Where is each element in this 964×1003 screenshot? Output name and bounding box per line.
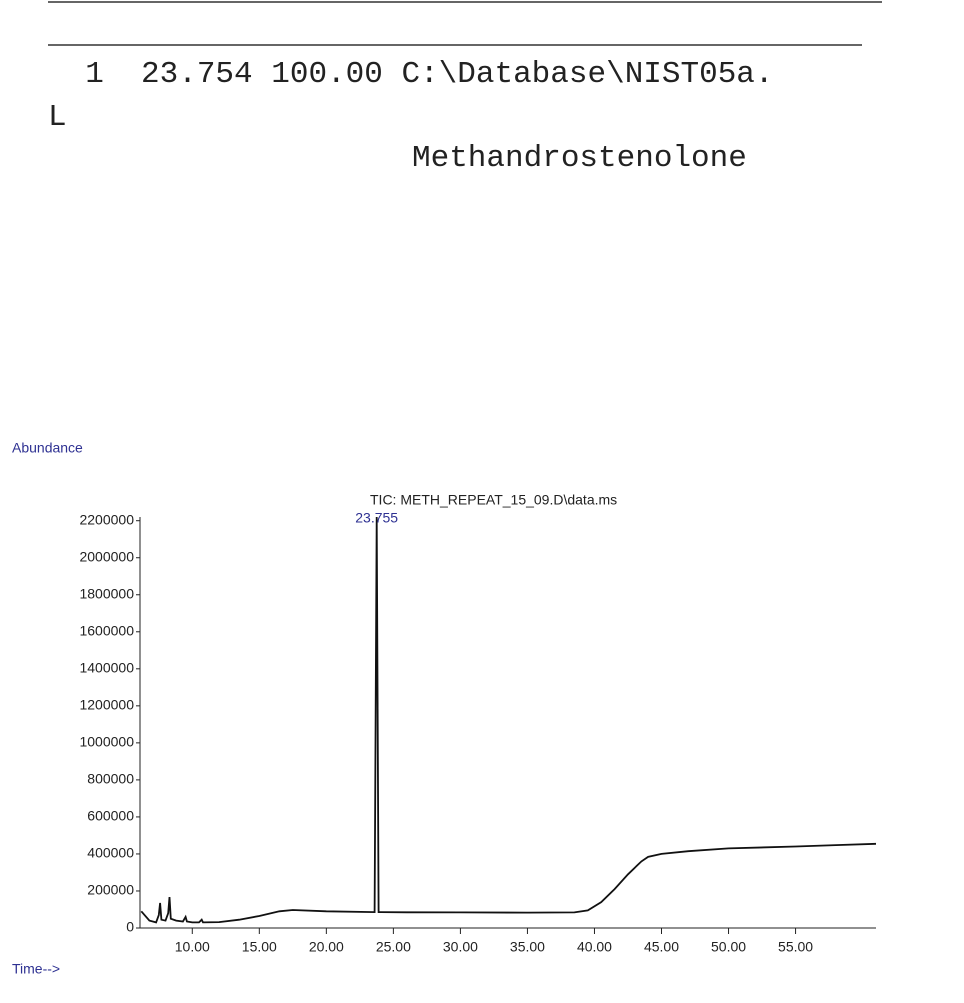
trace (140, 516, 877, 924)
x-tick-label: 50.00 (711, 939, 746, 955)
x-tick-label: 10.00 (175, 939, 210, 955)
peak-label: 23.755 (355, 510, 398, 526)
compound-name: Methandrostenolone (412, 141, 747, 176)
x-tick-label: 15.00 (242, 939, 277, 955)
y-tick-label: 1200000 (79, 697, 134, 713)
hit-line: 1 23.754 100.00 C:\Database\NIST05a. (48, 57, 774, 92)
x-tick-label: 35.00 (510, 939, 545, 955)
y-tick-label: 1000000 (79, 734, 134, 750)
y-tick-label: 1600000 (79, 622, 134, 638)
y-axis-label: Abundance (12, 440, 83, 456)
x-tick-label: 20.00 (309, 939, 344, 955)
y-tick-label: 400000 (87, 845, 134, 861)
y-tick-label: 2200000 (79, 511, 134, 527)
y-tick-label: 800000 (87, 771, 134, 787)
x-tick-label: 25.00 (376, 939, 411, 955)
y-tick-label: 200000 (87, 882, 134, 898)
x-tick-label: 45.00 (644, 939, 679, 955)
y-tick-label: 1400000 (79, 660, 134, 676)
y-tick-label: 1800000 (79, 585, 134, 601)
x-axis-label: Time--> (12, 961, 60, 977)
x-tick-label: 30.00 (443, 939, 478, 955)
chart-title: TIC: METH_REPEAT_15_09.D\data.ms (370, 492, 617, 508)
y-tick-label: 0 (126, 919, 134, 935)
x-tick-label: 55.00 (778, 939, 813, 955)
y-tick-label: 2000000 (79, 548, 134, 564)
y-tick-label: 600000 (87, 808, 134, 824)
x-tick-label: 40.00 (577, 939, 612, 955)
hit-line-wrap: L (48, 100, 67, 135)
